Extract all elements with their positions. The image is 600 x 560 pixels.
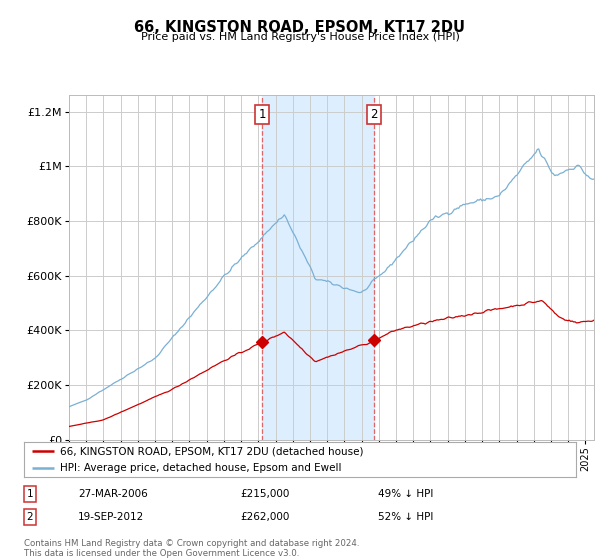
Text: 66, KINGSTON ROAD, EPSOM, KT17 2DU: 66, KINGSTON ROAD, EPSOM, KT17 2DU — [134, 20, 466, 35]
Text: 27-MAR-2006: 27-MAR-2006 — [78, 489, 148, 499]
Text: 66, KINGSTON ROAD, EPSOM, KT17 2DU (detached house): 66, KINGSTON ROAD, EPSOM, KT17 2DU (deta… — [60, 446, 364, 456]
Text: Contains HM Land Registry data © Crown copyright and database right 2024.
This d: Contains HM Land Registry data © Crown c… — [24, 539, 359, 558]
Text: 52% ↓ HPI: 52% ↓ HPI — [378, 512, 433, 522]
Text: 1: 1 — [26, 489, 34, 499]
Text: 49% ↓ HPI: 49% ↓ HPI — [378, 489, 433, 499]
Text: £262,000: £262,000 — [240, 512, 289, 522]
Text: 2: 2 — [26, 512, 34, 522]
Text: HPI: Average price, detached house, Epsom and Ewell: HPI: Average price, detached house, Epso… — [60, 464, 341, 473]
Text: Price paid vs. HM Land Registry's House Price Index (HPI): Price paid vs. HM Land Registry's House … — [140, 32, 460, 42]
Text: 1: 1 — [258, 108, 266, 120]
Bar — [262, 95, 374, 440]
Text: £215,000: £215,000 — [240, 489, 289, 499]
Text: 19-SEP-2012: 19-SEP-2012 — [78, 512, 144, 522]
Text: 2: 2 — [370, 108, 378, 120]
